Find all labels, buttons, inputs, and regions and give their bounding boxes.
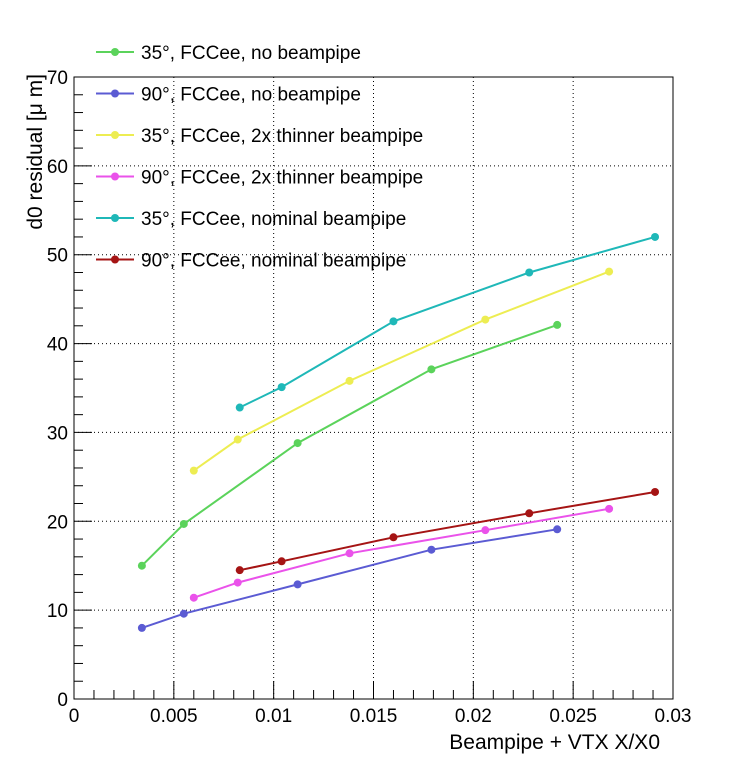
data-point [235,403,244,412]
data-point [525,268,534,277]
x-tick-label: 0.015 [350,706,398,727]
series-line [141,528,558,629]
y-tick-label: 50 [47,246,68,267]
legend-swatch-marker [111,172,119,181]
y-tick-label: 20 [47,512,68,533]
y-tick-label: 70 [47,68,68,89]
data-point [389,317,398,326]
legend-swatch-marker [111,131,119,139]
data-point [389,533,398,542]
x-tick-label: 0.03 [655,706,692,727]
data-point [605,267,614,276]
legend-label: 90°, FCCee, nominal beampipe [141,251,406,272]
y-tick-label: 30 [47,423,68,444]
series-line [193,507,610,599]
series [235,487,660,575]
data-point [427,365,436,374]
data-point [293,580,302,589]
legend-entry: 90°, FCCee, 2x thinner beampipe [96,168,423,189]
legend-swatch-marker [111,255,119,264]
data-point [277,557,286,566]
data-point [605,504,614,513]
x-tick-label: 0.02 [455,706,492,727]
series-line [141,323,558,567]
y-tick-label: 0 [57,690,68,711]
legend-entry: 35°, FCCee, 2x thinner beampipe [96,126,423,147]
data-point [553,525,562,534]
legend-swatch-marker [111,89,119,98]
x-tick-label: 0.01 [255,706,292,727]
series [189,504,614,602]
x-tick-labels: 0 0.005 0.01 0.015 0.02 0.025 0.03 [69,706,692,727]
data-point [233,578,242,587]
x-tick-label: 0.005 [150,706,198,727]
series [189,267,614,475]
data-point [189,466,198,475]
legend-label: 35°, FCCee, no beampipe [141,43,361,64]
legend-label: 35°, FCCee, nominal beampipe [141,209,406,230]
y-axis-label: d0 residual [μ m] [24,74,47,230]
y-tick-labels: 0 10 20 30 40 50 60 70 [47,68,68,711]
data-point [179,519,188,528]
data-point [553,320,562,329]
data-point [233,435,242,444]
data-point [651,232,660,241]
legend-entry: 35°, FCCee, nominal beampipe [96,209,406,230]
data-point [427,545,436,554]
data-point [137,623,146,632]
data-point [651,487,660,496]
series [137,525,562,632]
legend-entry: 90°, FCCee, nominal beampipe [96,251,406,272]
series-layer [137,232,660,632]
y-tick-label: 10 [47,601,68,622]
x-tick-label: 0 [69,706,80,727]
x-tick-label: 0.025 [549,706,597,727]
series [235,232,660,412]
y-tick-label: 60 [47,157,68,178]
data-point [189,593,198,602]
series [137,320,562,570]
legend-entry: 35°, FCCee, no beampipe [96,43,361,64]
legend-label: 90°, FCCee, 2x thinner beampipe [141,168,423,189]
y-tick-label: 40 [47,335,68,356]
data-point [525,509,534,518]
data-point [179,609,188,618]
legend-label: 90°, FCCee, no beampipe [141,85,361,106]
legend-swatch-marker [111,214,119,222]
data-point [481,315,490,324]
legend-entry: 90°, FCCee, no beampipe [96,85,361,106]
data-point [235,566,244,575]
data-point [137,561,146,570]
series-line [239,491,656,572]
data-point [481,526,490,535]
axis-ticks [73,76,674,700]
data-point [345,549,354,558]
x-axis-label: Beampipe + VTX X/X0 [449,731,660,754]
data-point [277,383,286,392]
data-point [345,376,354,385]
data-point [293,439,302,448]
series-line [193,270,610,472]
legend-swatch-marker [111,48,119,56]
legend-label: 35°, FCCee, 2x thinner beampipe [141,126,423,147]
legend: 35°, FCCee, no beampipe 90°, FCCee, no be… [96,43,423,272]
